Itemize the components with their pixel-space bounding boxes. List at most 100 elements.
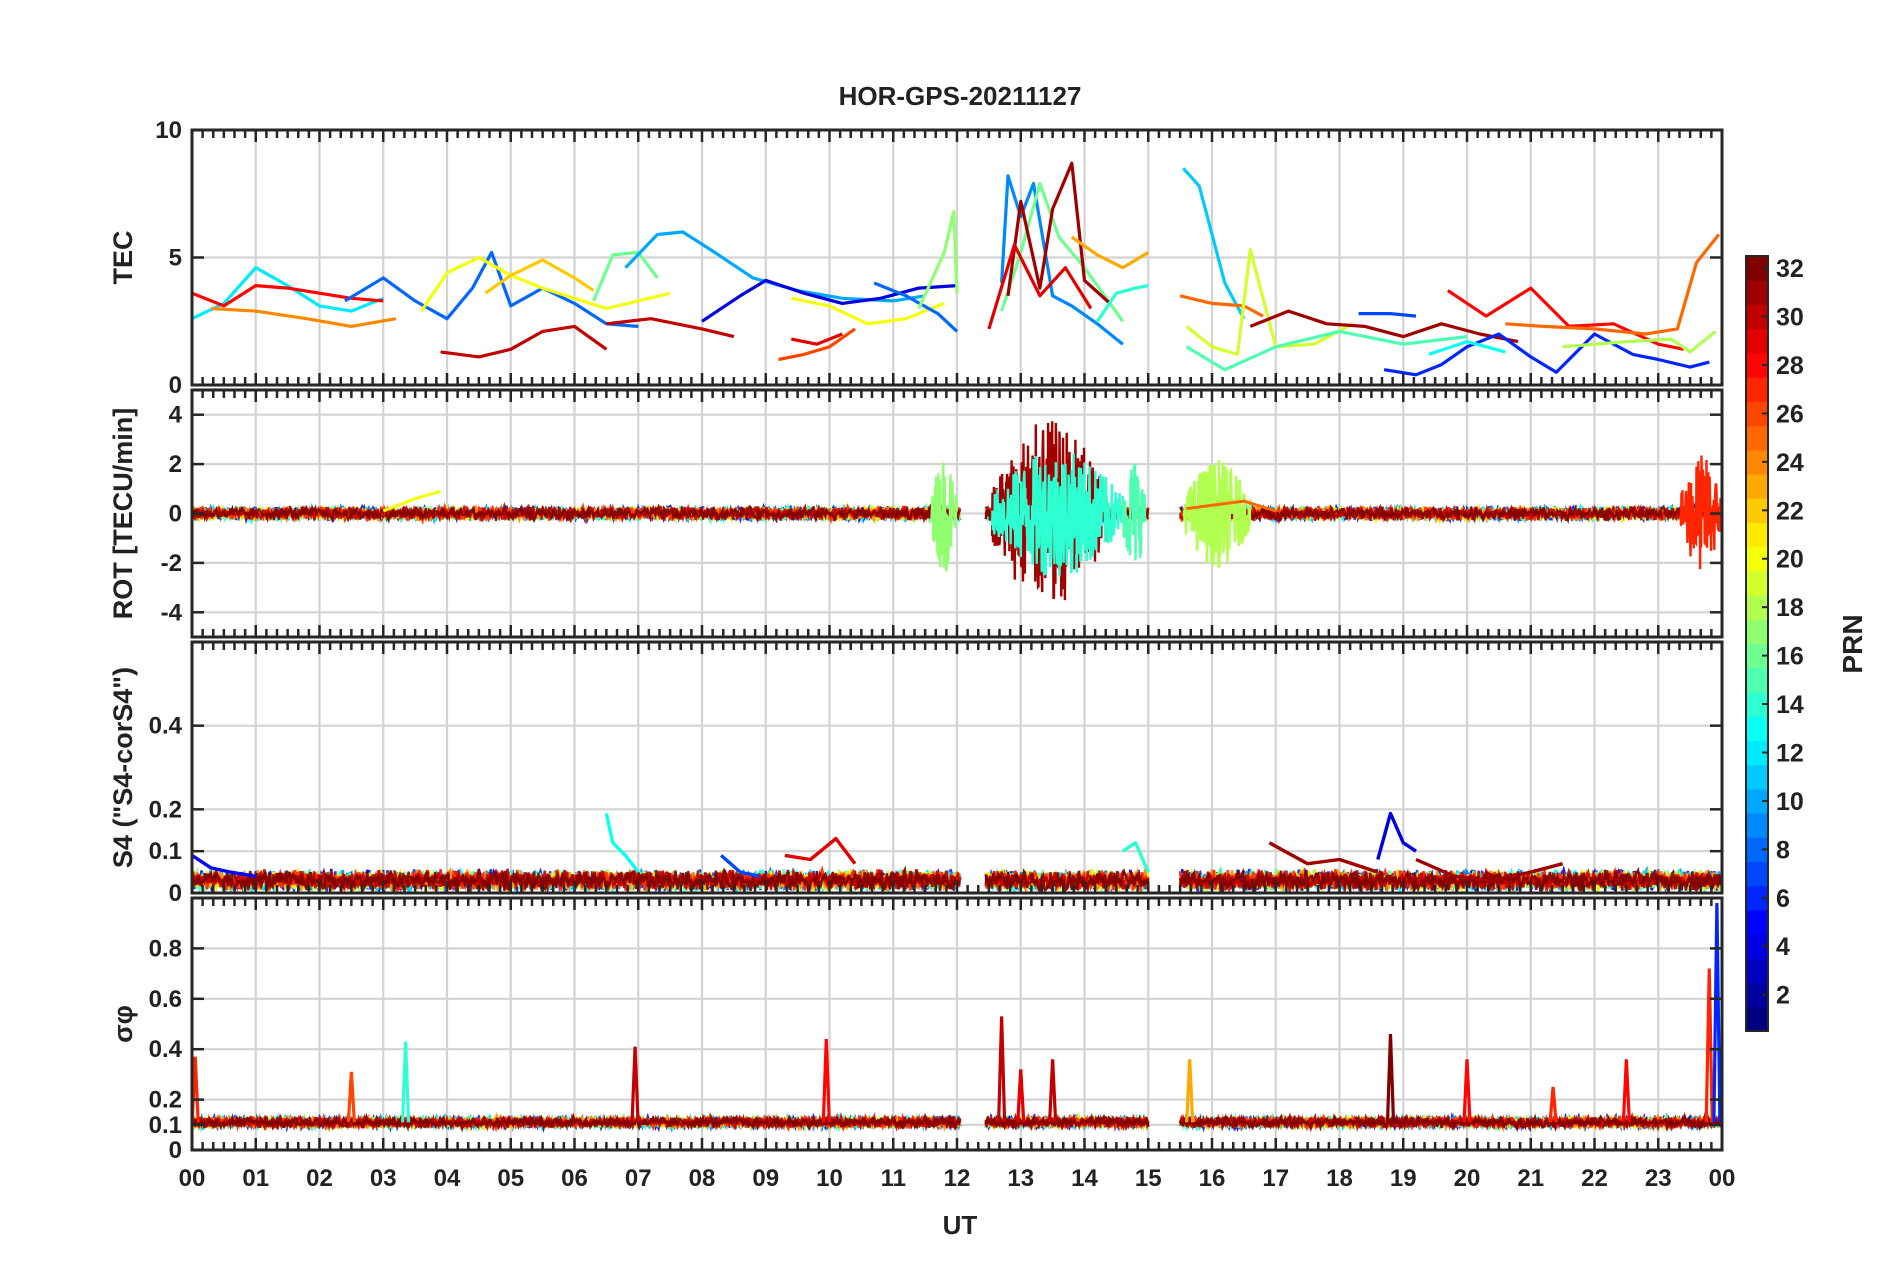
x-tick-label: 16: [1199, 1165, 1226, 1192]
x-tick-label: 05: [497, 1165, 524, 1192]
y-tick-label: 0.1: [149, 1112, 182, 1139]
colorbar-step: [1746, 449, 1768, 475]
tec-line-prn-16: [592, 250, 659, 302]
colorbar-tick-label: 26: [1776, 400, 1804, 428]
tec-line-prn-6: [1383, 332, 1710, 377]
tec-line-prn-30: [606, 317, 735, 339]
tec-line-prn-31: [1006, 161, 1112, 305]
colorbar-tick-label: 2: [1776, 982, 1790, 1010]
colorbar-step: [1746, 934, 1768, 959]
rot-line-prn-20: [382, 489, 442, 513]
tec-line-prn-14: [1095, 284, 1149, 323]
tec-line-prn-20: [420, 255, 671, 312]
y-axis-label-sigma: σφ: [108, 1005, 138, 1043]
y-tick-label: 4: [169, 402, 183, 429]
tec-line-prn-16: [1000, 181, 1125, 323]
colorbar-label: PRN: [1837, 614, 1868, 673]
y-tick-label: 0: [169, 372, 182, 399]
tec-line-prn-9: [1000, 174, 1124, 346]
ticks-s4: [190, 642, 1724, 895]
colorbar-step: [1746, 813, 1768, 838]
colorbar-step: [1746, 377, 1768, 402]
colorbar-step: [1746, 764, 1768, 790]
y-tick-label: 2: [169, 451, 182, 478]
y-tick-label: 0: [169, 880, 182, 907]
tec-line-prn-31: [1249, 309, 1519, 344]
tec-line-prn-24: [211, 306, 397, 328]
tec-line-prn-12: [192, 266, 384, 321]
x-tick-label: 18: [1326, 1165, 1353, 1192]
colorbar-tick-label: 18: [1776, 594, 1804, 622]
sigma-spike-prn-30: [997, 1016, 1007, 1123]
x-tick-label: 15: [1135, 1165, 1162, 1192]
tec-line-prn-19: [1185, 248, 1354, 356]
y-tick-label: -4: [161, 599, 183, 626]
rot-noise: [192, 501, 961, 524]
y-axis-label-rot: ROT [TECU/min]: [108, 408, 138, 619]
x-tick-label: 23: [1645, 1165, 1672, 1192]
y-tick-label: 0: [169, 501, 182, 528]
s4-noise: [1178, 866, 1722, 893]
s4-line-prn-7: [719, 854, 760, 878]
colorbar-step: [1746, 401, 1768, 427]
colorbar-tick-label: 22: [1776, 497, 1804, 525]
x-tick-label: 00: [1709, 1165, 1736, 1192]
plot-area-rot: [192, 421, 1722, 601]
y-tick-label: 10: [155, 117, 182, 144]
x-tick-label: 00: [179, 1165, 206, 1192]
colorbar-step: [1746, 352, 1768, 378]
x-tick-label: 22: [1581, 1165, 1608, 1192]
s4-line-prn-29: [784, 836, 857, 865]
y-tick-label: 0.6: [149, 986, 182, 1013]
rot-line-prn-25: [1186, 499, 1277, 513]
s4-line-prn-14: [1121, 841, 1150, 873]
rot-burst-prn-15: [1121, 463, 1147, 561]
tec-line-prn-30: [440, 324, 608, 359]
colorbar-tick-label: 14: [1776, 691, 1804, 719]
colorbar-step: [1746, 909, 1768, 935]
sigma-spike-prn-28: [821, 1039, 831, 1123]
colorbar-step: [1746, 667, 1768, 693]
colorbar-step: [1746, 522, 1768, 548]
ticks-tec: [190, 128, 1724, 387]
tec-line-prn-11: [1182, 167, 1246, 320]
ticks-rot: [190, 390, 1724, 637]
y-tick-label: 0.4: [149, 1036, 183, 1063]
x-tick-label: 04: [434, 1165, 461, 1192]
x-tick-label: 19: [1390, 1165, 1417, 1192]
panel-tec: 0 5 10 TEC: [108, 117, 1724, 399]
colorbar-step: [1746, 691, 1768, 717]
sigma-spike-prn-28: [1462, 1059, 1472, 1123]
tec-line-prn-26: [778, 327, 856, 362]
sigma-spike-prn-32: [1385, 1034, 1396, 1123]
y-axis-label-s4: S4 ("S4-corS4"): [108, 667, 138, 868]
colorbar-step: [1746, 837, 1768, 863]
y-tick-label: 0.2: [149, 1087, 182, 1114]
tec-line-prn-7: [1358, 312, 1417, 318]
tec-line-prn-20: [790, 296, 945, 326]
y-tick-label: 0.8: [149, 935, 182, 962]
tec-line-prn-15: [1185, 329, 1468, 372]
colorbar-tick-label: 12: [1776, 739, 1804, 767]
plot-area-sigma: [192, 903, 1722, 1133]
colorbar-tick-label: 32: [1776, 255, 1804, 283]
rot-burst-prn-14: [990, 453, 1124, 577]
tec-line-prn-18: [1562, 330, 1717, 354]
sigma-spike-prn-29: [1016, 1069, 1026, 1123]
s4-noise: [984, 868, 1150, 893]
colorbar-step: [1746, 256, 1768, 281]
colorbar-step: [1746, 595, 1768, 620]
colorbar-tick-label: 6: [1776, 885, 1790, 913]
colorbar-frame: [1745, 255, 1769, 1032]
y-tick-label: -2: [161, 550, 182, 577]
colorbar-step: [1746, 1006, 1768, 1032]
tec-line-prn-29: [987, 243, 1093, 330]
sigma-spike-prn-30: [630, 1046, 640, 1123]
colorbar-tick-label: 4: [1776, 933, 1790, 961]
x-tick-label: 11: [881, 1165, 906, 1192]
s4-line-prn-31: [1415, 857, 1564, 883]
x-tick-label: 14: [1071, 1165, 1098, 1192]
panel-s4: 0 0.1 0.2 0.4 S4 ("S4-corS4"): [108, 640, 1724, 907]
